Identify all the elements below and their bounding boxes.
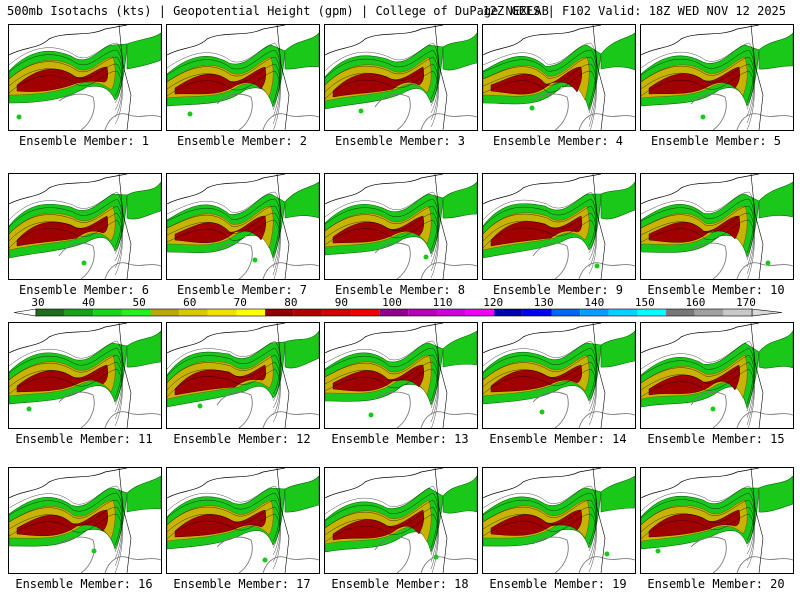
colorbar-swatch — [666, 309, 695, 316]
colorbar-tick-label: 90 — [335, 296, 348, 309]
colorbar-swatch — [637, 309, 667, 316]
colorbar-swatch — [64, 309, 94, 316]
ensemble-member-map — [166, 24, 320, 131]
colorbar-tick-label: 110 — [433, 296, 453, 309]
colorbar-swatch — [580, 309, 609, 316]
colorbar-swatch — [551, 309, 581, 316]
colorbar-swatch — [36, 309, 65, 316]
ensemble-member-map — [8, 467, 162, 574]
colorbar-tick-label: 120 — [483, 296, 503, 309]
ensemble-member-label: Ensemble Member: 9 — [492, 283, 624, 297]
ensemble-member-label: Ensemble Member: 13 — [331, 432, 469, 446]
colorbar-swatch — [522, 309, 552, 316]
colorbar-tick-label: 30 — [31, 296, 44, 309]
ensemble-member-map — [482, 322, 636, 429]
ensemble-member-map — [166, 173, 320, 280]
ensemble-member-label: Ensemble Member: 16 — [15, 577, 153, 591]
colorbar-swatch — [207, 309, 237, 316]
colorbar-tick-label: 130 — [534, 296, 554, 309]
valid-time: 12Z GEFS | F102 Valid: 18Z WED NOV 12 20… — [482, 4, 786, 18]
ensemble-member-map — [8, 24, 162, 131]
ensemble-member-map — [324, 467, 478, 574]
colorbar-swatch — [494, 309, 523, 316]
ensemble-member-label: Ensemble Member: 6 — [18, 283, 150, 297]
ensemble-member-map — [482, 24, 636, 131]
ensemble-member-label: Ensemble Member: 4 — [492, 134, 624, 148]
colorbar-swatch — [694, 309, 724, 316]
ensemble-member-label: Ensemble Member: 17 — [173, 577, 311, 591]
colorbar-swatch — [723, 309, 752, 316]
isotach-colorbar: 30 40 50 60 70 80 90 100 110 120 130 140 150 160 170 — [13, 296, 783, 317]
ensemble-member-map — [482, 467, 636, 574]
ensemble-member-label: Ensemble Member: 20 — [647, 577, 785, 591]
colorbar-swatch — [265, 309, 294, 316]
colorbar-swatch — [150, 309, 180, 316]
ensemble-member-label: Ensemble Member: 2 — [176, 134, 308, 148]
colorbar-swatch — [436, 309, 466, 316]
ensemble-member-map — [324, 322, 478, 429]
ensemble-member-map — [8, 322, 162, 429]
colorbar-swatch — [379, 309, 409, 316]
colorbar-tick-label: 60 — [183, 296, 196, 309]
colorbar-swatch — [322, 309, 352, 316]
ensemble-member-map — [640, 24, 794, 131]
ensemble-member-map — [482, 173, 636, 280]
colorbar-tick-label: 80 — [284, 296, 297, 309]
colorbar-swatch — [179, 309, 208, 316]
ensemble-member-label: Ensemble Member: 3 — [334, 134, 466, 148]
ensemble-member-label: Ensemble Member: 12 — [173, 432, 311, 446]
colorbar-swatch — [465, 309, 495, 316]
ensemble-member-label: Ensemble Member: 5 — [650, 134, 782, 148]
colorbar-tick-label: 70 — [234, 296, 247, 309]
ensemble-member-map — [8, 173, 162, 280]
ensemble-member-map — [640, 173, 794, 280]
ensemble-member-label: Ensemble Member: 14 — [489, 432, 627, 446]
colorbar-swatch — [408, 309, 437, 316]
colorbar-right-arrow — [751, 308, 783, 317]
colorbar-tick-label: 140 — [584, 296, 604, 309]
ensemble-member-label: Ensemble Member: 7 — [176, 283, 308, 297]
ensemble-member-map — [324, 24, 478, 131]
colorbar-swatch — [93, 309, 122, 316]
colorbar-swatch — [121, 309, 151, 316]
colorbar-swatch — [351, 309, 380, 316]
colorbar-tick-label: 160 — [685, 296, 705, 309]
colorbar-swatch — [608, 309, 638, 316]
colorbar-tick-label: 150 — [635, 296, 655, 309]
ensemble-member-map — [166, 467, 320, 574]
ensemble-member-map — [640, 467, 794, 574]
ensemble-member-map — [324, 173, 478, 280]
ensemble-member-label: Ensemble Member: 1 — [18, 134, 150, 148]
colorbar-left-arrow — [13, 308, 37, 317]
colorbar-tick-label: 50 — [133, 296, 146, 309]
colorbar-tick-label: 170 — [736, 296, 756, 309]
ensemble-member-label: Ensemble Member: 10 — [647, 283, 785, 297]
ensemble-member-map — [640, 322, 794, 429]
ensemble-member-label: Ensemble Member: 15 — [647, 432, 785, 446]
ensemble-member-label: Ensemble Member: 8 — [334, 283, 466, 297]
ensemble-member-label: Ensemble Member: 11 — [15, 432, 153, 446]
ensemble-member-map — [166, 322, 320, 429]
colorbar-swatch — [293, 309, 323, 316]
ensemble-member-label: Ensemble Member: 18 — [331, 577, 469, 591]
colorbar-tick-label: 40 — [82, 296, 95, 309]
map-title: 500mb Isotachs (kts) | Geopotential Heig… — [7, 4, 549, 18]
colorbar-swatch — [236, 309, 266, 316]
ensemble-member-label: Ensemble Member: 19 — [489, 577, 627, 591]
colorbar-tick-label: 100 — [382, 296, 402, 309]
